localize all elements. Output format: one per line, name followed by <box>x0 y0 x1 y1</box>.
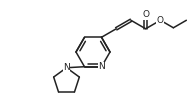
Text: N: N <box>98 62 105 71</box>
Text: N: N <box>63 63 70 72</box>
Text: O: O <box>157 16 164 25</box>
Text: O: O <box>142 10 149 19</box>
